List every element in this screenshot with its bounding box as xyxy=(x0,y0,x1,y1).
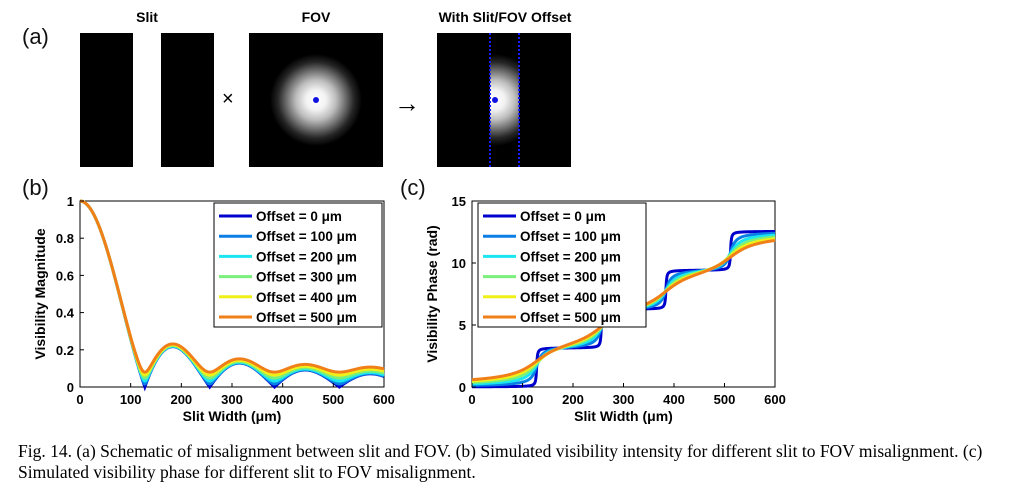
legend-entry-5: Offset = 500 μm xyxy=(256,310,357,325)
panel-a-label: (a) xyxy=(22,24,49,49)
slit-edge-right xyxy=(518,33,520,167)
y-tick-label: 15 xyxy=(452,194,466,209)
y-tick-label: 10 xyxy=(452,256,466,271)
y-tick-label: 1 xyxy=(67,194,74,209)
arrow-symbol: → xyxy=(394,88,420,118)
figure-caption: Fig. 14. (a) Schematic of misalignment b… xyxy=(18,441,983,482)
y-axis-label: Visibility Phase (rad) xyxy=(424,225,440,362)
x-tick-label: 0 xyxy=(468,392,475,407)
y-tick-label: 5 xyxy=(459,318,466,333)
legend-entry-1: Offset = 100 μm xyxy=(520,229,621,244)
fov-center-dot xyxy=(313,97,319,103)
panel-b-label: (b) xyxy=(22,175,49,200)
legend-entry-4: Offset = 400 μm xyxy=(520,290,621,305)
series-line-5 xyxy=(79,199,385,374)
legend-entry-0: Offset = 0 μm xyxy=(256,209,342,224)
x-axis-label: Slit Width (μm) xyxy=(183,408,282,424)
y-tick-label: 0 xyxy=(459,380,466,395)
offset-title: With Slit/FOV Offset xyxy=(438,9,572,25)
multiply-symbol: × xyxy=(222,88,234,110)
x-tick-label: 600 xyxy=(373,392,395,407)
y-tick-label: 0 xyxy=(67,380,74,395)
x-axis-label: Slit Width (μm) xyxy=(574,408,673,424)
legend-entry-0: Offset = 0 μm xyxy=(520,209,606,224)
legend-entry-3: Offset = 300 μm xyxy=(256,270,357,285)
x-tick-label: 500 xyxy=(714,392,736,407)
legend-entry-2: Offset = 200 μm xyxy=(256,249,357,264)
slit-image xyxy=(80,33,214,167)
y-tick-label: 0.4 xyxy=(56,306,75,321)
fov-image xyxy=(249,33,383,167)
legend-entry-5: Offset = 500 μm xyxy=(520,310,621,325)
x-tick-label: 0 xyxy=(76,392,83,407)
legend-entry-2: Offset = 200 μm xyxy=(520,249,621,264)
slit-opening xyxy=(133,33,161,167)
x-tick-label: 200 xyxy=(562,392,584,407)
visibility-phase-chart: 0 100 200 300 400 500 600 0 5 10 15 Slit Width (μm)… xyxy=(424,194,786,424)
x-tick-label: 300 xyxy=(613,392,635,407)
x-tick-label: 500 xyxy=(322,392,344,407)
legend-entry-4: Offset = 400 μm xyxy=(256,290,357,305)
offset-image xyxy=(437,33,571,167)
y-tick-label: 0.8 xyxy=(56,231,74,246)
x-tick-label: 100 xyxy=(120,392,142,407)
offset-center-dot xyxy=(492,97,498,103)
legend-entry-1: Offset = 100 μm xyxy=(256,229,357,244)
x-tick-label: 600 xyxy=(764,392,786,407)
offset-spot xyxy=(490,33,519,167)
fov-title: FOV xyxy=(301,9,331,25)
y-tick-label: 0.2 xyxy=(56,343,74,358)
x-tick-label: 200 xyxy=(170,392,192,407)
legend-box xyxy=(213,202,383,328)
x-tick-label: 400 xyxy=(272,392,294,407)
legend-entry-3: Offset = 300 μm xyxy=(520,270,621,285)
y-axis-label: Visibility Magnitude xyxy=(32,228,48,359)
legend-box xyxy=(477,202,647,328)
panel-c-label: (c) xyxy=(400,175,426,200)
slit-title: Slit xyxy=(136,9,158,25)
x-tick-label: 300 xyxy=(221,392,243,407)
visibility-magnitude-chart: 0 100 200 300 400 500 600 0 0.2 0.4 0.6 0.8 1 Slit Wi… xyxy=(32,194,395,424)
y-tick-label: 0.6 xyxy=(56,268,74,283)
x-tick-label: 400 xyxy=(663,392,685,407)
slit-edge-left xyxy=(489,33,491,167)
x-tick-label: 100 xyxy=(512,392,534,407)
